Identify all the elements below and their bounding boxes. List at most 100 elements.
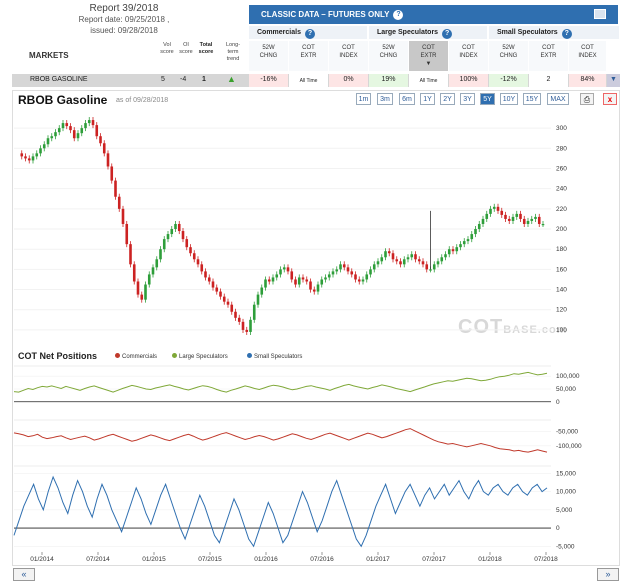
candle-body (384, 251, 387, 258)
total-score-header: Total score (198, 42, 214, 55)
candle-body (361, 279, 365, 282)
report-date: Report date: 09/25/2018 , (78, 15, 170, 24)
candle-body (102, 143, 106, 154)
range-button-6m[interactable]: 6m (399, 93, 415, 105)
price-tick-label: 200 (556, 226, 567, 233)
candle-body (181, 231, 185, 240)
candle-body (24, 156, 27, 159)
candle-body (410, 254, 414, 258)
x-tick-label: 07/2016 (310, 556, 334, 563)
subheader-cot-index[interactable]: COT INDEX (569, 41, 606, 71)
candle-body (65, 123, 69, 127)
group-small-speculators: Small Speculators? (489, 26, 620, 39)
candle-body (312, 289, 316, 292)
candle-body (301, 277, 305, 280)
range-button-10y[interactable]: 10Y (500, 93, 518, 105)
x-tick-label: 01/2016 (254, 556, 278, 563)
candle-body (421, 261, 425, 265)
candle-body (84, 123, 87, 129)
report-info: Report 39/2018 Report date: 09/25/2018 ,… (0, 0, 248, 38)
oi-score-header: OI score (179, 42, 193, 55)
classic-data-label: CLASSIC DATA – FUTURES ONLY (261, 10, 390, 19)
legend-commercials[interactable]: Commercials (115, 353, 157, 360)
candle-body (369, 269, 372, 275)
legend-large-speculators[interactable]: Large Speculators (172, 353, 228, 360)
row-dropdown-icon[interactable]: ▼ (607, 74, 620, 87)
candle-body (271, 277, 275, 282)
candle-body (234, 311, 237, 318)
candle-body (402, 259, 406, 265)
candle-body (534, 216, 537, 219)
range-button-3m[interactable]: 3m (377, 93, 393, 105)
printer-icon[interactable] (594, 9, 606, 19)
candle-body (496, 206, 500, 211)
subheader-cot-extr[interactable]: COT EXTR (529, 41, 568, 71)
trend-header: Long-term trend (225, 42, 241, 62)
candle-body (335, 269, 339, 272)
commercials-52w-chng: -16% (249, 74, 288, 87)
range-button-max[interactable]: MAX (547, 93, 569, 105)
candle-body (91, 120, 95, 126)
candle-body (166, 234, 170, 240)
cot-net-positions-title: COT Net Positions (18, 351, 98, 361)
subheader-52w-chng[interactable]: 52W CHNG (489, 41, 528, 71)
candle-body (354, 274, 357, 280)
subheader-cot-index[interactable]: COT INDEX (329, 41, 368, 71)
candle-body (327, 274, 331, 278)
subheader-cot-index[interactable]: COT INDEX (449, 41, 488, 71)
candle-body (241, 321, 245, 330)
range-button-15y[interactable]: 15Y (523, 93, 541, 105)
candle-body (376, 261, 380, 265)
range-button-3y[interactable]: 3Y (460, 93, 475, 105)
subheader-cot-extr[interactable]: COT EXTR (289, 41, 328, 71)
small-spec-tick-label: -5,000 (556, 543, 575, 550)
total-score: 1 (202, 76, 206, 83)
candle-body (279, 269, 282, 275)
candle-body (226, 301, 230, 305)
candle-body (492, 206, 496, 209)
market-name[interactable]: RBOB GASOLINE (30, 76, 88, 83)
legend-small-speculators[interactable]: Small Speculators (247, 353, 302, 360)
subheader-cot-extr-selected[interactable]: COT EXTR ▼ (409, 41, 448, 71)
candle-body (414, 254, 417, 260)
candle-body (260, 287, 264, 295)
group-commercials: Commercials? (249, 26, 368, 39)
prev-button[interactable]: « (13, 568, 35, 581)
candle-body (155, 259, 159, 268)
large-spec-cot-extr: All Time (409, 74, 448, 87)
next-button[interactable]: » (597, 568, 619, 581)
large-spec-line (13, 371, 548, 393)
help-icon[interactable]: ? (561, 29, 572, 39)
candle-body (530, 218, 534, 221)
help-icon[interactable]: ? (393, 10, 404, 20)
subheader-52w-chng[interactable]: 52W CHNG (369, 41, 408, 71)
print-chart-icon[interactable]: ⎙ (580, 93, 594, 105)
candle-body (72, 130, 76, 139)
candle-body (267, 279, 271, 282)
candle-body (222, 296, 226, 302)
range-button-1y[interactable]: 1Y (420, 93, 435, 105)
range-button-5y[interactable]: 5Y (480, 93, 495, 105)
candle-body (477, 223, 481, 230)
x-tick-label: 01/2018 (478, 556, 502, 563)
candle-body (140, 294, 144, 300)
candle-body (432, 264, 436, 270)
candle-body (331, 271, 335, 275)
help-icon[interactable]: ? (304, 29, 315, 39)
trend-up-icon: ▲ (227, 74, 236, 84)
candle-body (170, 229, 174, 235)
candle-body (391, 253, 395, 260)
subheader-52w-chng[interactable]: 52W CHNG (249, 41, 288, 71)
report-issued: issued: 09/28/2018 (90, 26, 158, 35)
close-chart-button[interactable]: x (603, 93, 617, 105)
price-tick-label: 160 (556, 266, 567, 273)
range-button-1m[interactable]: 1m (356, 93, 371, 105)
small-spec-cot-index: 84% (569, 74, 606, 87)
candle-body (211, 281, 215, 288)
range-button-2y[interactable]: 2Y (440, 93, 455, 105)
vol-score: 5 (161, 76, 165, 83)
candle-body (192, 253, 196, 260)
help-icon[interactable]: ? (442, 29, 453, 39)
price-tick-label: 300 (556, 125, 567, 132)
candle-body (372, 264, 376, 270)
